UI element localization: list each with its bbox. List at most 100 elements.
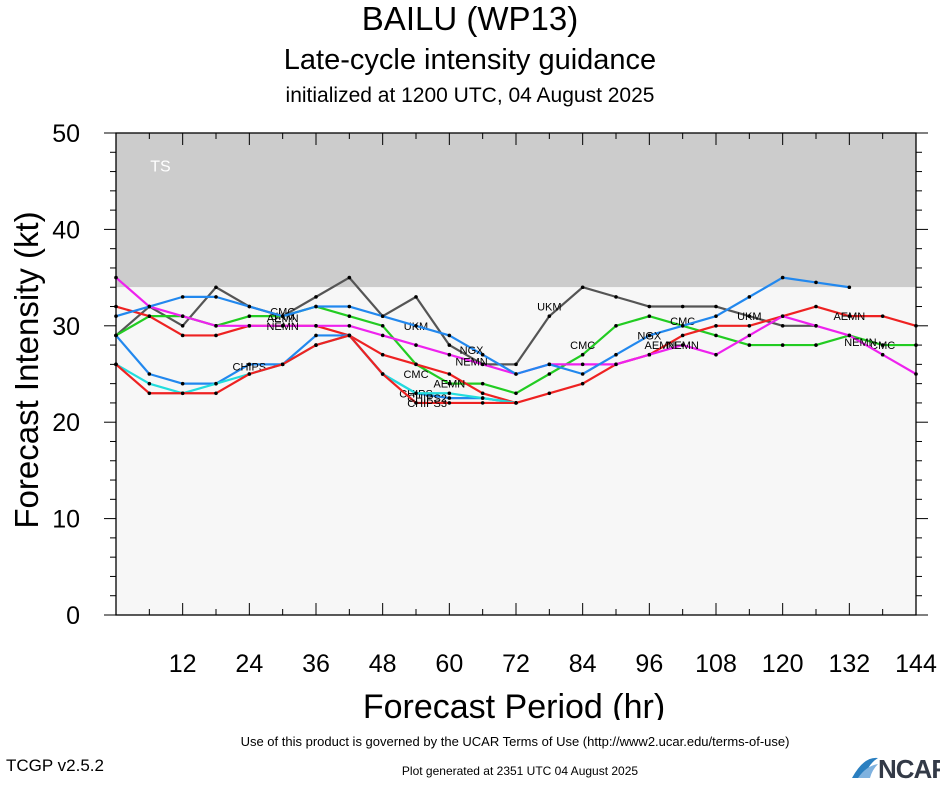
data-point-chips3 xyxy=(280,362,285,367)
x-tick-label: 132 xyxy=(828,650,870,678)
series-label-ngx: NGX xyxy=(637,330,662,342)
series-label-nemn: NEMN xyxy=(455,356,487,368)
data-point-nemn xyxy=(647,352,652,357)
data-point-aemn xyxy=(880,314,885,318)
data-point-ngx xyxy=(614,352,618,357)
data-point-cmc xyxy=(580,352,585,357)
data-point-chips xyxy=(114,333,118,338)
data-point-nemn xyxy=(814,324,818,328)
data-point-cmc xyxy=(914,343,918,347)
series-line-ukm xyxy=(115,276,816,366)
data-point-nemn xyxy=(247,324,252,328)
data-point-aemn xyxy=(114,304,118,309)
intensity-band-1 xyxy=(116,287,916,615)
data-point-nemn xyxy=(714,352,718,357)
data-point-ukm xyxy=(214,285,218,290)
terms-of-use: Use of this product is governed by the U… xyxy=(240,734,790,749)
data-point-ngx xyxy=(414,324,418,328)
chart-title: BAILU (WP13) xyxy=(361,0,579,37)
data-point-ukm xyxy=(680,304,685,309)
data-point-chips3 xyxy=(347,333,352,338)
data-point-cmc xyxy=(247,314,252,318)
data-point-ngx xyxy=(314,304,318,309)
data-point-cmc xyxy=(747,343,752,347)
data-point-chips2 xyxy=(480,396,485,400)
data-point-chips3 xyxy=(147,391,152,396)
data-point-nemn xyxy=(880,352,885,357)
data-point-nemn xyxy=(480,362,485,367)
data-point-chips3 xyxy=(314,343,318,347)
data-point-aemn xyxy=(180,333,185,338)
data-point-ukm xyxy=(347,275,352,280)
series-label-ukm: UKM xyxy=(537,302,561,314)
intensity-band-0 xyxy=(116,133,916,288)
data-point-aemn xyxy=(914,324,918,328)
data-point-nemn xyxy=(314,324,318,328)
x-tick-label: 48 xyxy=(369,650,397,678)
data-point-ngx xyxy=(147,304,152,309)
x-tick-label: 84 xyxy=(569,650,597,678)
data-point-ngx xyxy=(814,280,818,285)
x-tick-label: 108 xyxy=(695,650,737,678)
y-tick-label: 20 xyxy=(52,409,80,437)
data-point-nemn xyxy=(214,324,218,328)
data-point-ngx xyxy=(380,314,385,318)
series-label-ukm: UKM xyxy=(737,311,761,323)
data-point-chips xyxy=(180,381,185,386)
series-label-aemn: AEMN xyxy=(433,379,465,391)
data-point-ngx xyxy=(580,372,585,376)
data-point-aemn xyxy=(480,391,485,396)
data-point-nemn xyxy=(580,362,585,367)
data-point-chips3 xyxy=(447,401,452,405)
series-label-cmc: CMC xyxy=(570,340,595,352)
series-label-nemn: NEMN xyxy=(266,321,298,333)
data-point-aemn xyxy=(580,381,585,386)
series-label-cmc: CMC xyxy=(403,369,428,381)
series-label-cmc: CMC xyxy=(870,340,895,352)
series-label-aemn: AEMN xyxy=(833,311,865,323)
data-point-chips xyxy=(247,362,252,367)
data-point-chips3 xyxy=(180,391,185,396)
chart-subtitle: Late-cycle intensity guidance xyxy=(283,44,657,76)
data-point-aemn xyxy=(447,372,452,376)
x-tick-label: 12 xyxy=(169,650,197,678)
data-point-nemn xyxy=(114,275,118,280)
series-label-aemn: AEMN xyxy=(267,313,299,325)
data-point-chips3 xyxy=(414,401,418,405)
data-point-chips3 xyxy=(214,391,218,396)
data-point-ukm xyxy=(714,304,718,309)
data-point-aemn xyxy=(380,352,385,357)
data-point-ukm xyxy=(580,285,585,290)
data-point-cmc xyxy=(880,343,885,347)
data-point-nemn xyxy=(780,314,785,318)
data-point-ngx xyxy=(347,304,352,309)
data-point-cmc xyxy=(447,381,452,386)
data-point-nemn xyxy=(180,314,185,318)
x-tick-label: 36 xyxy=(302,650,330,678)
series-label-chips3: CHIPS3 xyxy=(407,398,447,410)
data-point-cmc xyxy=(614,324,618,328)
version-label: TCGP v2.5.2 xyxy=(6,756,104,775)
data-point-cmc xyxy=(380,324,385,328)
y-tick-label: 40 xyxy=(52,216,80,244)
data-point-cmc xyxy=(347,314,352,318)
data-point-ukm xyxy=(314,295,318,299)
data-point-ukm xyxy=(647,304,652,309)
data-point-ukm xyxy=(614,295,618,299)
data-point-nemn xyxy=(847,333,852,338)
x-tick-label: 72 xyxy=(502,650,530,678)
data-point-aemn xyxy=(547,391,552,396)
series-ngx: NGX NGX xyxy=(114,275,852,376)
data-point-ngx xyxy=(514,372,518,376)
data-point-aemn xyxy=(814,304,818,309)
init-time: initialized at 1200 UTC, 04 August 2025 xyxy=(285,84,655,107)
data-point-chips xyxy=(147,372,152,376)
data-point-aemn xyxy=(714,324,718,328)
data-point-ukm xyxy=(414,295,418,299)
data-point-nemn xyxy=(914,372,918,376)
data-point-ngx xyxy=(447,333,452,338)
data-point-ngx xyxy=(680,324,685,328)
y-axis-label: Forecast Intensity (kt) xyxy=(8,211,45,528)
band-label: TS xyxy=(150,159,170,176)
data-point-ngx xyxy=(280,314,285,318)
